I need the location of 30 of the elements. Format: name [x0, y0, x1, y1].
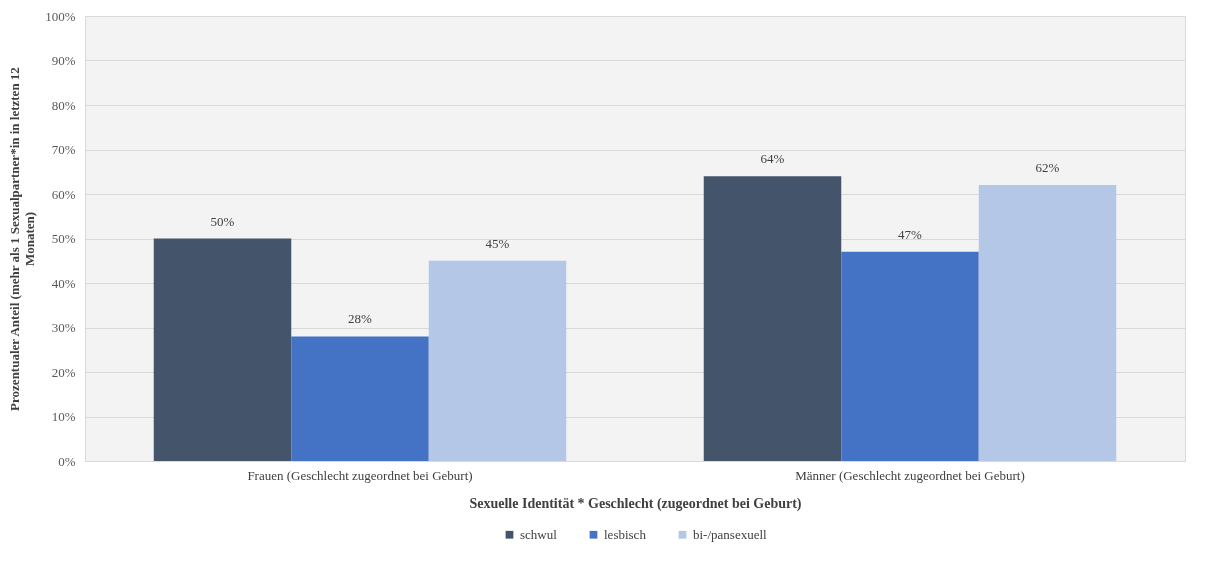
y-tick-label: 50% — [51, 231, 76, 246]
y-tick-label: 10% — [51, 409, 76, 424]
legend-label: bi-/pansexuell — [693, 526, 768, 542]
data-label: 47% — [898, 226, 923, 242]
y-tick-label: 40% — [51, 275, 76, 291]
data-label: 45% — [485, 235, 510, 251]
bar — [841, 251, 979, 461]
bar — [703, 176, 842, 461]
y-tick-label: 80% — [51, 97, 76, 113]
data-label: 62% — [1035, 160, 1060, 176]
y-axis-title: Prozentualer Anteil (mehr als 1 Sexualpartner*in in letzten 12 Monaten) — [7, 67, 38, 411]
y-tick-label: 20% — [51, 364, 76, 380]
x-tick-label: Männer (Geschlecht zugeordnet bei Geburt) — [795, 467, 1025, 483]
data-label: 28% — [348, 311, 373, 327]
y-tick-label: 90% — [51, 53, 76, 68]
y-tick-label: 30% — [51, 320, 76, 335]
y-tick-label: 100% — [45, 8, 76, 24]
y-tick-label: 60% — [51, 186, 76, 202]
x-axis-title: Sexuelle Identität * Geschlecht (zugeordnet bei Geburt) — [469, 495, 802, 512]
bar — [428, 260, 567, 461]
data-label: 50% — [210, 213, 235, 229]
x-tick-label: Frauen (Geschlecht zugeordnet bei Geburt) — [247, 467, 473, 483]
y-tick-label: 0% — [58, 453, 76, 469]
data-label: 64% — [760, 151, 785, 167]
legend-label: schwul — [520, 526, 558, 542]
bar — [978, 185, 1117, 461]
bar — [153, 238, 292, 461]
bar — [291, 336, 429, 461]
legend-label: lesbisch — [604, 526, 647, 542]
y-tick-label: 70% — [51, 142, 76, 157]
